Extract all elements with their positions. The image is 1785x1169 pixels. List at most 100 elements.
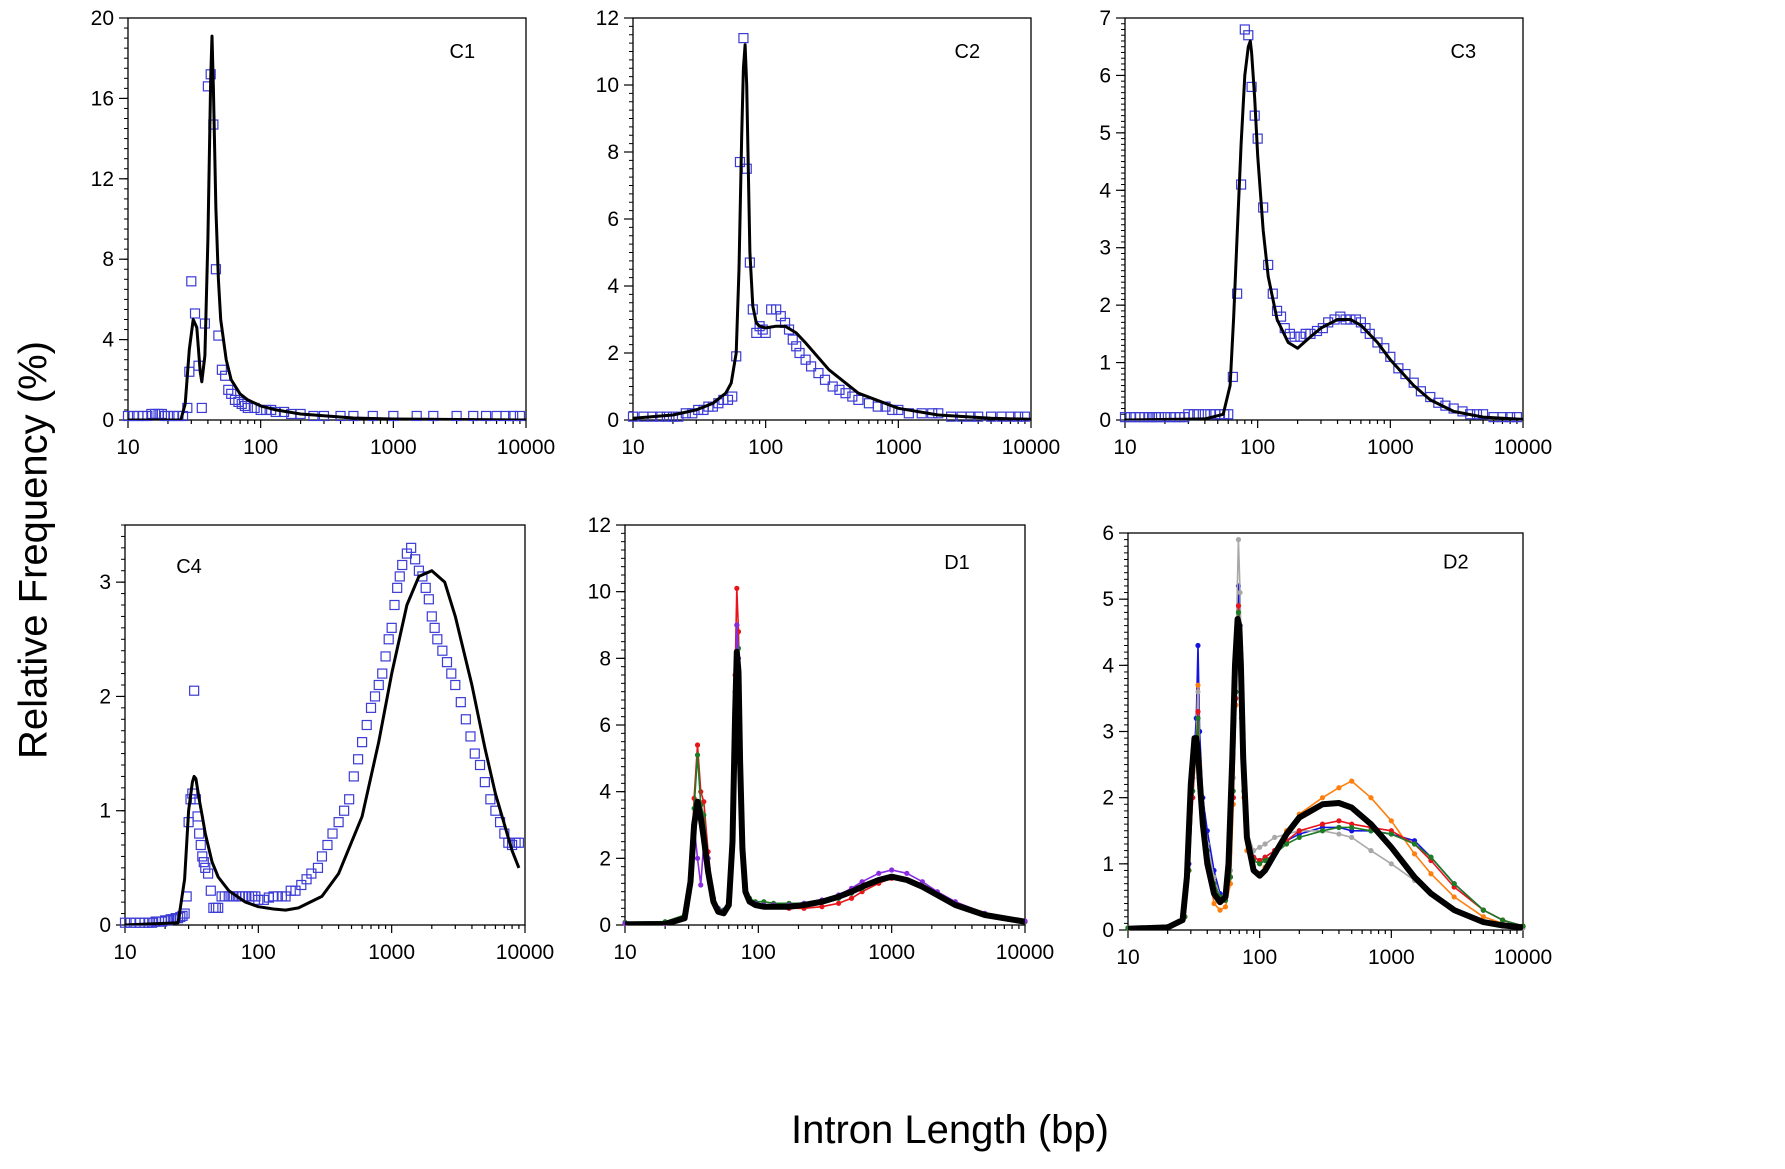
y-tick-label: 4 [1099, 179, 1111, 202]
y-tick-label: 6 [599, 714, 611, 737]
data-point [450, 679, 461, 691]
data-point [468, 410, 479, 422]
data-point [367, 410, 378, 422]
data-point [451, 410, 462, 422]
data-point [189, 308, 201, 319]
data-point [156, 408, 167, 420]
data-point [474, 759, 486, 771]
y-tick-label: 10 [588, 581, 611, 604]
data-point [253, 894, 264, 905]
y-tick-label: 5 [1102, 588, 1114, 611]
x-tick-label: 1000 [1367, 436, 1414, 459]
x-tick-label: 10000 [1002, 436, 1060, 459]
y-tick-label: 10 [596, 74, 619, 97]
series-point [1319, 795, 1326, 801]
y-tick-label: 8 [102, 248, 114, 271]
series-line [622, 585, 1028, 926]
data-point [760, 327, 771, 338]
series-point [694, 742, 701, 748]
y-tick-label: 0 [102, 409, 114, 432]
data-point [428, 410, 439, 422]
x-tick-label: 1000 [368, 941, 415, 964]
series-point [694, 752, 701, 758]
y-tick-label: 0 [1102, 919, 1114, 942]
data-point [465, 731, 476, 742]
series-point [876, 870, 882, 876]
data-points [627, 33, 1031, 422]
data-point [673, 411, 684, 422]
data-point [1372, 337, 1383, 348]
y-tick-label: 0 [99, 914, 111, 937]
y-tick-label: 3 [1099, 237, 1111, 260]
series-point [1262, 857, 1268, 864]
data-point [485, 794, 496, 805]
data-point [348, 410, 359, 422]
x-axis-title: Intron Length (bp) [791, 1108, 1109, 1152]
series-point [1411, 841, 1418, 847]
x-tick-label: 10000 [496, 941, 554, 964]
data-point [805, 361, 817, 372]
data-point [847, 391, 858, 402]
x-tick-label: 100 [741, 941, 776, 964]
data-points [1119, 24, 1523, 423]
series-point [1195, 642, 1201, 649]
fit-curve [633, 43, 1031, 420]
data-point [280, 891, 291, 902]
fit-curve [128, 34, 526, 420]
data-point [189, 685, 200, 696]
series-point [1237, 589, 1243, 596]
y-tick-label: 6 [607, 208, 619, 231]
series-point [1262, 841, 1268, 847]
y-tick-label: 2 [1102, 787, 1114, 810]
series-line [622, 622, 1028, 926]
data-point [420, 582, 431, 593]
data-point [441, 657, 453, 668]
data-points [119, 542, 524, 928]
series-line [622, 622, 1028, 925]
panel-label-d2: D2 [1443, 552, 1469, 574]
data-point [327, 828, 338, 839]
x-axis: 10 100 1000 10000 [113, 925, 554, 964]
x-axis: 10 100 1000 10000 [621, 420, 1060, 459]
data-point [210, 264, 222, 275]
y-axis: 0 2 4 6 8 10 12 [588, 514, 625, 937]
data-point [687, 408, 698, 419]
y-tick-label: 8 [599, 647, 611, 670]
data-point [1119, 412, 1131, 423]
data-point [348, 771, 359, 782]
data-point [1019, 411, 1031, 422]
data-point [202, 868, 214, 879]
data-point [162, 915, 174, 926]
data-point [863, 398, 875, 409]
data-point [727, 391, 738, 402]
data-point [356, 737, 368, 748]
data-point [119, 917, 131, 928]
y-tick-label: 1 [99, 800, 111, 823]
y-tick-label: 7 [1099, 7, 1111, 30]
series-path [1128, 616, 1523, 930]
x-tick-label: 100 [1240, 436, 1275, 459]
data-point [397, 559, 408, 571]
data-point [423, 594, 434, 605]
data-point [460, 714, 471, 725]
y-axis: 0 1 2 3 4 5 6 7 [1099, 7, 1125, 432]
y-tick-label: 3 [1102, 721, 1114, 744]
series-point [836, 900, 842, 906]
x-tick-label: 10000 [996, 941, 1054, 964]
series-point [1349, 824, 1355, 831]
y-tick-label: 6 [1102, 522, 1114, 545]
series-line [625, 648, 1025, 925]
series-point [1272, 834, 1278, 840]
x-tick-label: 10 [621, 436, 644, 459]
data-point [757, 324, 768, 335]
data-point [322, 839, 333, 851]
y-tick-label: 16 [91, 87, 114, 110]
y-tick-label: 4 [102, 329, 114, 352]
data-point [386, 622, 397, 633]
y-tick-label: 6 [1099, 64, 1111, 87]
series-path [625, 624, 1025, 924]
plot-frame [624, 524, 1026, 926]
series-point [1388, 818, 1394, 824]
data-point [1511, 412, 1523, 423]
data-point [432, 634, 443, 645]
